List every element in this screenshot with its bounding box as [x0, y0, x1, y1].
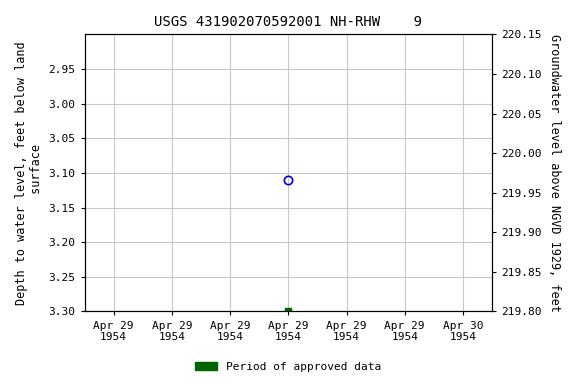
Y-axis label: Groundwater level above NGVD 1929, feet: Groundwater level above NGVD 1929, feet	[548, 34, 561, 312]
Legend: Period of approved data: Period of approved data	[191, 358, 385, 377]
Y-axis label: Depth to water level, feet below land
 surface: Depth to water level, feet below land su…	[15, 41, 43, 305]
Title: USGS 431902070592001 NH-RHW    9: USGS 431902070592001 NH-RHW 9	[154, 15, 422, 29]
